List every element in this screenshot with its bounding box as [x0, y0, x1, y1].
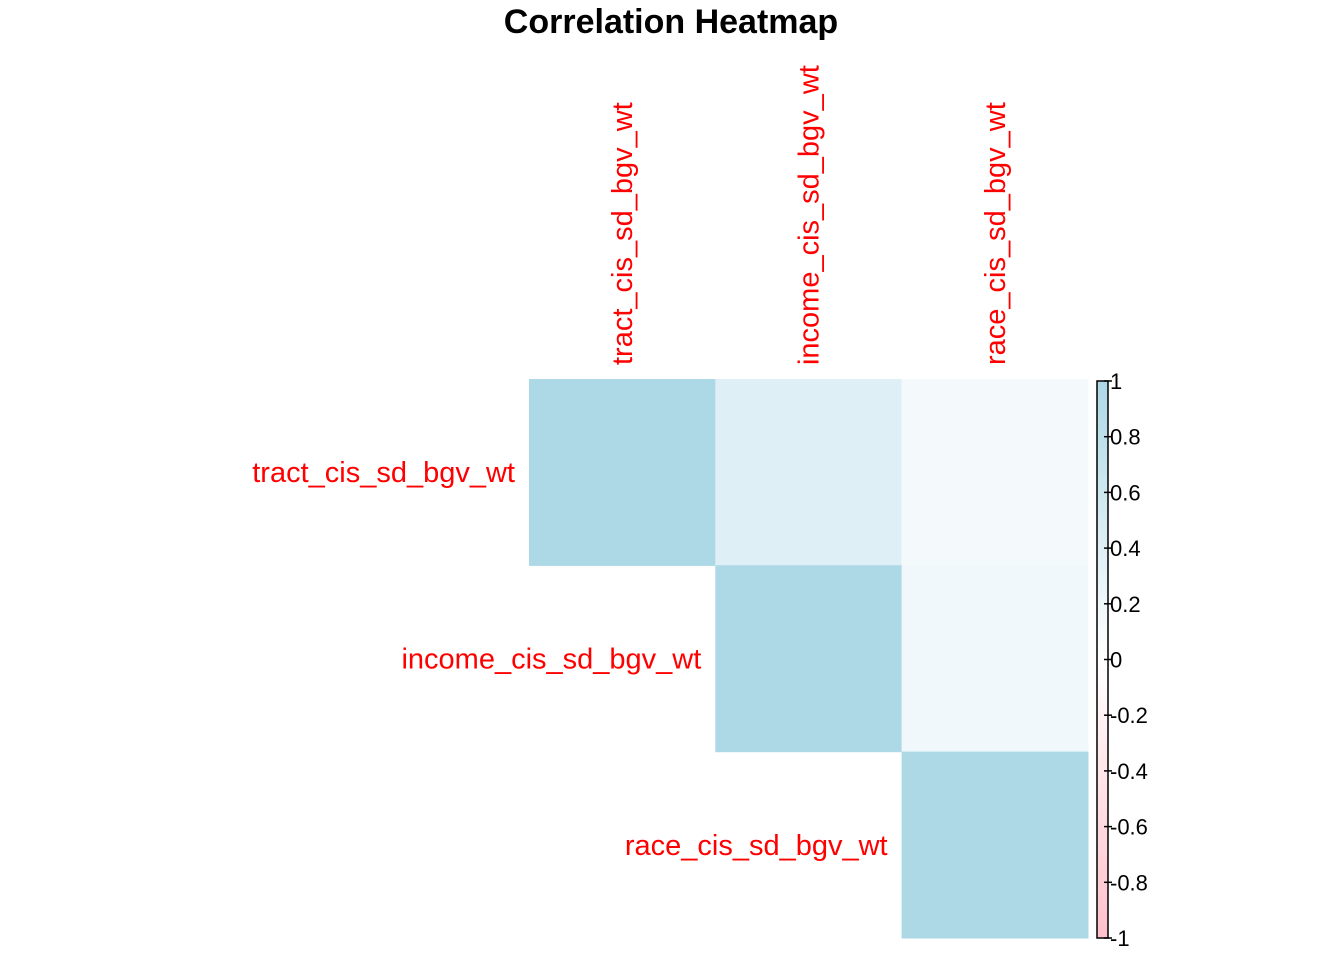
row-label: income_cis_sd_bgv_wt	[401, 643, 701, 675]
legend-tick-label: 1	[1110, 369, 1122, 394]
column-labels: tract_cis_sd_bgv_wt income_cis_sd_bgv_wt r…	[607, 65, 1012, 365]
row-label: race_cis_sd_bgv_wt	[625, 830, 888, 862]
chart-title: Correlation Heatmap	[504, 3, 838, 41]
legend-tick-label: -1	[1110, 926, 1130, 951]
legend-ticks: 1 0.8 0.6 0.4 0.2 0 -0.2 -0.4 -0.6 -0.8 -1	[1104, 369, 1148, 951]
row-labels: tract_cis_sd_bgv_wt income_cis_sd_bgv_wtr…	[252, 457, 887, 862]
legend-tick-label: -0.6	[1110, 815, 1148, 840]
heatmap-cell-0-1	[715, 379, 903, 566]
row-label: tract_cis_sd_bgv_wt	[252, 457, 515, 489]
heatmap-cells	[529, 379, 1089, 939]
legend-tick-label: 0.8	[1110, 425, 1141, 450]
heatmap-cell-1-1	[715, 565, 903, 753]
heatmap-cell-0-2	[901, 379, 1089, 566]
column-label: tract_cis_sd_bgv_wt	[607, 102, 639, 365]
heatmap-cell-1-2	[901, 565, 1089, 753]
legend-tick-label: 0	[1110, 648, 1122, 673]
column-label: race_cis_sd_bgv_wt	[980, 102, 1012, 365]
legend-tick-label: -0.4	[1110, 759, 1148, 784]
legend-tick-label: 0.2	[1110, 592, 1141, 617]
legend-tick-label: -0.8	[1110, 870, 1148, 895]
legend-tick-label: -0.2	[1110, 703, 1148, 728]
heatmap-cell-0-0	[529, 379, 716, 566]
heatmap-cell-2-2	[901, 751, 1089, 939]
legend-tick-label: 0.6	[1110, 480, 1141, 505]
legend-tick-label: 0.4	[1110, 536, 1141, 561]
column-label: income_cis_sd_bgv_wt	[793, 65, 825, 365]
color-legend: 1 0.8 0.6 0.4 0.2 0 -0.2 -0.4 -0.6 -0.8 -1	[1096, 369, 1148, 951]
